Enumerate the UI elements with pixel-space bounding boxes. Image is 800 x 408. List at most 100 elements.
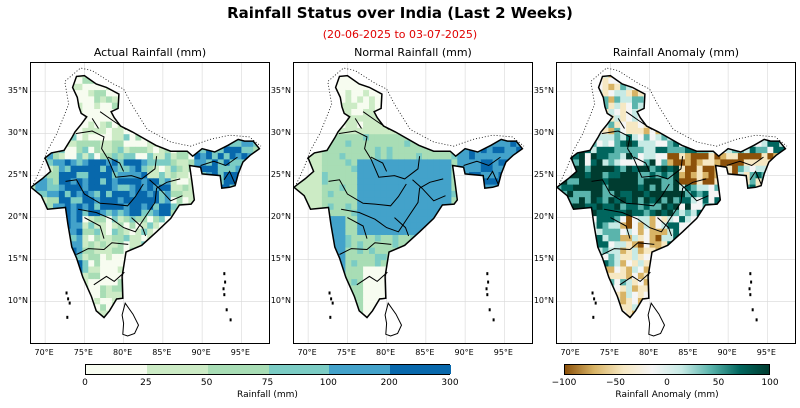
lon-tick-label: 95°E <box>230 348 250 357</box>
state-boundary <box>602 242 655 255</box>
lat-tick-label: 10°N <box>7 295 28 305</box>
lon-tick-label: 80°E <box>639 348 659 357</box>
island-marker <box>224 280 227 284</box>
lon-tick-label: 95°E <box>493 348 513 357</box>
state-boundary <box>463 156 501 167</box>
state-boundary <box>726 156 764 167</box>
lon-tick-label: 70°E <box>34 348 54 357</box>
colorbar-tick-label: 25 <box>140 378 152 388</box>
island-marker <box>748 287 751 291</box>
state-boundary <box>604 178 707 233</box>
raster-cells <box>557 75 786 318</box>
state-boundary <box>633 156 651 172</box>
colorbar-tick-label: 0 <box>82 378 88 388</box>
lon-tick-label: 80°E <box>113 348 133 357</box>
state-boundary <box>107 156 125 172</box>
state-boundary <box>749 170 762 185</box>
island-marker <box>328 291 331 295</box>
state-boundary <box>131 217 147 237</box>
state-boundary <box>486 170 499 185</box>
state-boundary <box>356 271 388 286</box>
anomaly-colorbar-tick-label: −50 <box>606 378 625 388</box>
island-marker <box>755 318 758 322</box>
island-marker <box>65 291 68 295</box>
lat-tick-label: 25°N <box>533 169 554 179</box>
colorbar-segment <box>146 365 209 374</box>
anomaly-colorbar-tick-label: 0 <box>664 378 670 388</box>
lon-tick-label: 95°E <box>756 348 776 357</box>
island-marker <box>750 280 753 284</box>
state-boundary <box>91 118 99 129</box>
lat-tick-label: 30°N <box>533 127 554 137</box>
anomaly-map-svg <box>557 63 795 343</box>
rainfall-anomaly-map <box>556 62 796 344</box>
island-marker <box>485 287 488 291</box>
island-marker <box>592 315 595 319</box>
anomaly-colorbar <box>564 364 770 375</box>
sri-lanka-outline <box>121 302 140 337</box>
island-marker <box>488 308 491 312</box>
island-marker <box>591 291 594 295</box>
lat-tick-label: 25°N <box>7 169 28 179</box>
lon-tick-label: 70°E <box>297 348 317 357</box>
lon-tick-label: 90°E <box>717 348 737 357</box>
disputed-border <box>296 67 525 185</box>
lat-tick-label: 20°N <box>7 211 28 221</box>
state-boundary <box>657 217 673 237</box>
state-boundary <box>338 130 421 180</box>
anomaly-colorbar-label: Rainfall Anomaly (mm) <box>615 390 719 400</box>
rainfall-colorbar <box>85 364 452 375</box>
colorbar-tick-label: 75 <box>261 378 274 388</box>
india-outline <box>557 74 787 319</box>
state-boundary <box>65 179 144 207</box>
island-marker <box>486 272 489 276</box>
island-marker <box>330 297 333 301</box>
state-boundary <box>78 178 181 233</box>
state-boundary <box>76 242 129 255</box>
lon-tick-label: 80°E <box>376 348 396 357</box>
lon-tick-label: 85°E <box>152 348 172 357</box>
actual-map-svg <box>31 63 269 343</box>
island-marker <box>487 280 490 284</box>
colorbar-segment <box>268 365 330 374</box>
state-boundary <box>200 156 238 167</box>
india-outline <box>294 74 524 319</box>
india-outline <box>31 74 261 319</box>
island-marker <box>593 297 596 301</box>
lat-tick-label: 35°N <box>270 85 291 95</box>
state-boundary <box>394 217 410 237</box>
island-marker <box>331 301 334 305</box>
sri-lanka-outline <box>384 302 403 337</box>
state-boundary <box>93 271 125 286</box>
state-boundary <box>347 217 368 239</box>
island-marker <box>594 301 597 305</box>
island-marker <box>492 318 495 322</box>
lon-tick-label: 85°E <box>678 348 698 357</box>
island-marker <box>223 293 226 297</box>
state-boundary <box>617 118 625 129</box>
state-boundary <box>75 130 158 180</box>
lon-tick-label: 90°E <box>454 348 474 357</box>
colorbar-segment <box>86 365 148 374</box>
raster-cells <box>294 75 523 318</box>
island-marker <box>486 293 489 297</box>
panel-title-actual: Actual Rainfall (mm) <box>93 46 207 59</box>
state-boundary <box>675 179 709 202</box>
disputed-border <box>559 67 788 185</box>
island-marker <box>67 297 70 301</box>
lon-tick-label: 75°E <box>73 348 93 357</box>
anomaly-colorbar-tick-label: 100 <box>761 378 779 388</box>
state-boundary <box>328 179 407 207</box>
island-marker <box>751 308 754 312</box>
lat-tick-label: 15°N <box>533 253 554 263</box>
lon-tick-label: 90°E <box>191 348 211 357</box>
colorbar-segment <box>207 365 269 374</box>
state-boundary <box>591 179 670 207</box>
lat-tick-label: 15°N <box>270 253 291 263</box>
lon-tick-label: 75°E <box>336 348 356 357</box>
lat-tick-label: 20°N <box>533 211 554 221</box>
colorbar-tick-label: 300 <box>441 378 459 388</box>
state-boundary <box>412 179 446 202</box>
figure-title: Rainfall Status over India (Last 2 Weeks… <box>227 4 573 22</box>
state-boundary <box>610 217 631 239</box>
